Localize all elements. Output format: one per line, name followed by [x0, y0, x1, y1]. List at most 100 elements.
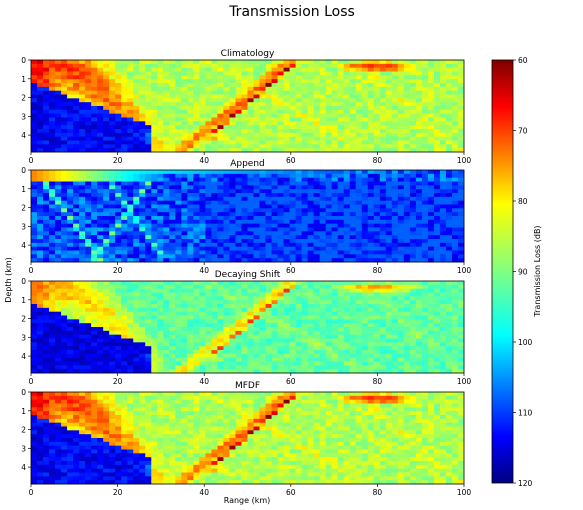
heatmap-cell [421, 246, 429, 251]
heatmap-cell [109, 242, 116, 248]
heatmap-cell [109, 181, 116, 186]
heatmap-cell [127, 231, 134, 236]
heatmap-cell [271, 369, 278, 374]
heatmap-cell [271, 342, 278, 347]
heatmap-cell [331, 227, 339, 232]
heatmap-cell [133, 254, 140, 259]
heatmap-cell [313, 177, 321, 182]
heatmap-cell [301, 357, 309, 362]
heatmap-cell [301, 284, 309, 290]
heatmap-cell [223, 365, 230, 370]
heatmap-cell [313, 334, 321, 339]
heatmap-cell [343, 216, 351, 221]
heatmap-cell [253, 136, 260, 141]
heatmap-cell [163, 60, 170, 65]
heatmap-cell [127, 216, 134, 221]
heatmap-cell [73, 189, 80, 194]
heatmap-cell [85, 173, 92, 179]
heatmap-cell [331, 63, 339, 69]
heatmap-cell [301, 231, 309, 236]
heatmap-cell [307, 353, 315, 359]
heatmap-cell [151, 109, 158, 115]
heatmap-cell [133, 357, 140, 362]
heatmap-cell [253, 185, 260, 190]
heatmap-cell [217, 94, 224, 99]
heatmap-cell [187, 246, 194, 251]
heatmap-cell [67, 173, 74, 179]
heatmap-cell [445, 216, 453, 221]
heatmap-cell [451, 83, 459, 88]
heatmap-cell [253, 288, 260, 293]
heatmap-cell [43, 121, 50, 126]
heatmap-cell [403, 94, 411, 99]
heatmap-cell [97, 242, 104, 248]
heatmap-cell [229, 338, 236, 343]
heatmap-cell [91, 327, 98, 332]
heatmap-cell [49, 136, 56, 141]
heatmap-cell [235, 307, 242, 313]
heatmap-cell [277, 125, 284, 130]
heatmap-cell [337, 357, 345, 362]
heatmap-cell [145, 350, 152, 355]
heatmap-cell [373, 121, 381, 126]
heatmap-cell [205, 75, 212, 80]
heatmap-cell [127, 223, 134, 228]
heatmap-cell [67, 71, 74, 76]
heatmap-cell [337, 219, 345, 225]
heatmap-cell [409, 86, 417, 92]
heatmap-cell [85, 323, 92, 328]
heatmap-cell [331, 327, 339, 332]
heatmap-cell [103, 117, 110, 122]
heatmap-cell [361, 254, 369, 259]
heatmap-cell [343, 227, 351, 232]
heatmap-cell [85, 102, 92, 107]
heatmap-cell [361, 185, 369, 190]
heatmap-cell [445, 67, 453, 72]
heatmap-cell [79, 94, 86, 99]
heatmap-cell [415, 189, 423, 194]
heatmap-cell [151, 67, 158, 72]
heatmap-cell [61, 170, 68, 175]
heatmap-cell [277, 342, 284, 347]
heatmap-cell [37, 148, 44, 153]
heatmap-cell [379, 63, 387, 69]
heatmap-cell [163, 102, 170, 107]
heatmap-cell [199, 173, 206, 179]
heatmap-cell [199, 361, 206, 366]
heatmap-cell [355, 140, 363, 145]
heatmap-cell [259, 239, 266, 244]
heatmap-cell [121, 369, 128, 374]
heatmap-cell [187, 106, 194, 111]
heatmap-cell [109, 79, 116, 84]
heatmap-cell [217, 173, 224, 179]
heatmap-cell [175, 129, 182, 134]
heatmap-cell [229, 327, 236, 332]
heatmap-cell [79, 311, 86, 316]
heatmap-cell [175, 136, 182, 141]
heatmap-cell [391, 189, 399, 194]
heatmap-cell [103, 235, 110, 240]
heatmap-cell [193, 204, 200, 209]
heatmap-cell [181, 223, 188, 228]
heatmap-cell [319, 129, 327, 134]
heatmap-cell [97, 102, 104, 107]
heatmap-cell [331, 204, 339, 209]
heatmap-cell [121, 219, 128, 225]
heatmap-cell [73, 357, 80, 362]
heatmap-cell [421, 177, 429, 182]
heatmap-cell [295, 292, 303, 297]
heatmap-cell [241, 63, 248, 69]
heatmap-cell [343, 106, 351, 111]
heatmap-cell [139, 227, 146, 232]
heatmap-cell [115, 148, 122, 153]
heatmap-cell [373, 132, 381, 138]
heatmap-cell [391, 319, 399, 324]
heatmap-cell [223, 83, 230, 88]
heatmap-cell [79, 288, 86, 293]
heatmap-cell [295, 144, 303, 149]
heatmap-cell [295, 346, 303, 351]
heatmap-cell [205, 185, 212, 190]
heatmap-cell [91, 334, 98, 339]
heatmap-cell [61, 196, 68, 202]
heatmap-cell [79, 319, 86, 324]
